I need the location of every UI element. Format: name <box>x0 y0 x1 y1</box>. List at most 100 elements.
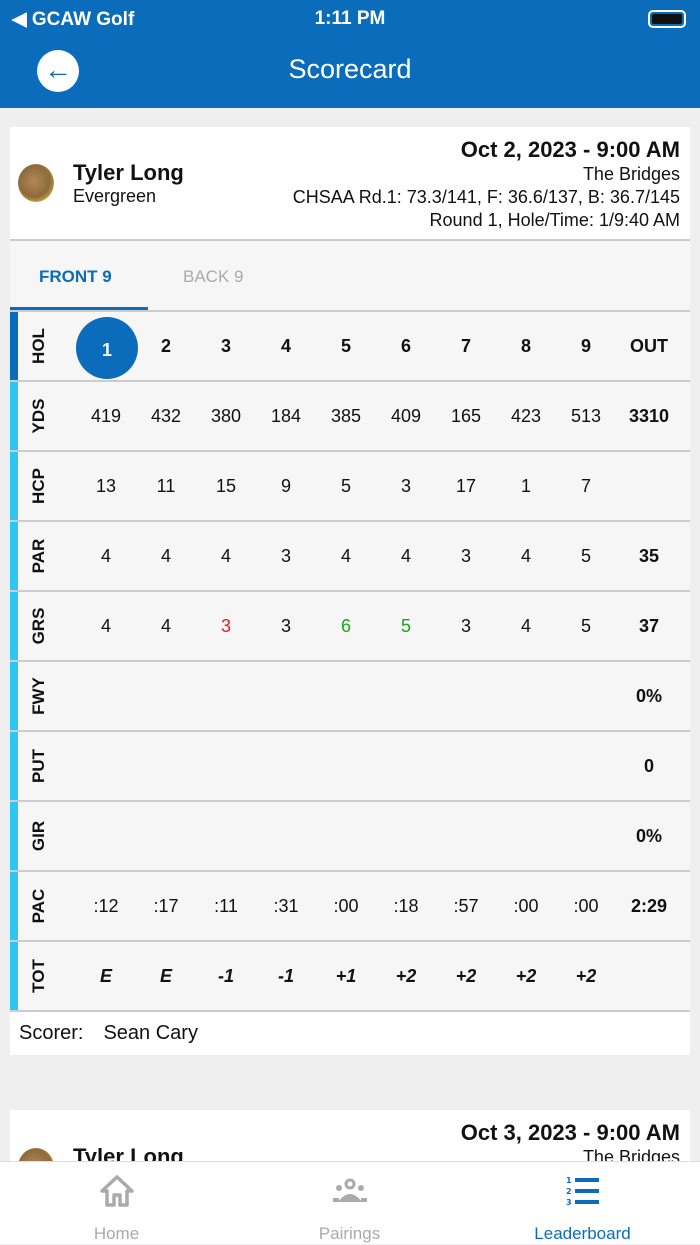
team-name: Evergreen <box>73 186 157 206</box>
hole-7[interactable]: 7 <box>460 336 471 356</box>
row-par: PAR 4 4 4 3 4 4 3 4 5 35 <box>10 522 690 592</box>
home-icon <box>99 1175 134 1207</box>
score-cell: 4 <box>100 616 111 636</box>
score-cell <box>556 802 616 870</box>
selected-hole[interactable]: 1 <box>76 317 138 379</box>
scorer-label: Scorer: <box>19 1022 84 1044</box>
score-cell: 3 <box>460 616 471 636</box>
row-label: PUT <box>10 732 60 800</box>
row-label: YDS <box>10 382 60 450</box>
score-cell <box>316 662 376 730</box>
hole-2[interactable]: 2 <box>160 336 171 356</box>
score-cell: :00 <box>573 896 599 916</box>
score-cell <box>256 732 316 800</box>
back-button[interactable]: ← <box>37 50 79 92</box>
battery-icon <box>648 10 686 28</box>
row-label-text: GIR <box>29 820 48 852</box>
score-cell: -1 <box>217 966 234 986</box>
scorer-row: Scorer: Sean Cary <box>10 1012 690 1055</box>
out-total: 0% <box>635 826 662 846</box>
leaderboard-icon: 1 2 3 <box>566 1176 599 1207</box>
score-cell <box>436 662 496 730</box>
out-total: 0% <box>635 686 662 706</box>
player-name: Tyler Long <box>73 160 184 185</box>
score-cell: E <box>159 966 172 986</box>
row-label: TOT <box>10 942 60 1010</box>
score-cell <box>136 802 196 870</box>
hole-6[interactable]: 6 <box>400 336 411 356</box>
hole-4[interactable]: 4 <box>280 336 291 356</box>
hole-5[interactable]: 5 <box>340 336 351 356</box>
row-label-text: HOL <box>29 328 48 364</box>
score-cell: 184 <box>270 406 302 426</box>
course-name: The Bridges <box>582 164 680 184</box>
score-cell: 4 <box>220 546 231 566</box>
score-cell: 419 <box>90 406 122 426</box>
row-label: GRS <box>10 592 60 660</box>
score-cell <box>556 662 616 730</box>
group-icon <box>332 1178 367 1202</box>
page-title: Scorecard <box>288 54 412 84</box>
app-header: ◀ GCAW Golf 1:11 PM ← Scorecard <box>0 0 700 108</box>
score-cell: :17 <box>153 896 179 916</box>
score-cell: :11 <box>214 896 238 916</box>
score-cell: :12 <box>93 896 119 916</box>
score-cell <box>196 732 256 800</box>
score-cell: 5 <box>580 546 591 566</box>
score-cell: 3 <box>400 476 411 496</box>
score-cell: 7 <box>580 476 591 496</box>
score-cell: 9 <box>280 476 291 496</box>
status-time: 1:11 PM <box>314 8 386 29</box>
score-cell: 13 <box>95 476 117 496</box>
out-total: 35 <box>638 546 660 566</box>
score-cell: +2 <box>395 966 417 986</box>
score-cell: 385 <box>330 406 362 426</box>
score-cell <box>256 802 316 870</box>
score-cell: 432 <box>150 406 182 426</box>
score-cell: 4 <box>160 546 171 566</box>
score-cell: :00 <box>333 896 359 916</box>
score-cell <box>376 732 436 800</box>
row-pac: PAC:12:17:11:31:00:18:57:00:00 2:29 <box>10 872 690 942</box>
out-header: OUT <box>630 336 668 356</box>
row-label-text: HCP <box>29 468 48 504</box>
row-yds: YDS 419 432 380 184 385 409 165 423 513 3310 <box>10 382 690 452</box>
tab-front-9[interactable]: FRONT 9 <box>39 267 112 286</box>
hole-3[interactable]: 3 <box>220 336 231 356</box>
nav-label: Leaderboard <box>534 1224 631 1243</box>
score-cell: 15 <box>215 476 237 496</box>
score-cell <box>496 662 556 730</box>
score-cell: :00 <box>513 896 539 916</box>
out-total: 3310 <box>628 406 670 426</box>
hole-1[interactable]: 1 <box>76 312 138 380</box>
score-cell <box>436 732 496 800</box>
round-hole-time: Round 1, Hole/Time: 1/9:40 AM <box>429 210 680 230</box>
tab-back-9[interactable]: BACK 9 <box>183 267 244 286</box>
score-cell: 4 <box>340 546 351 566</box>
score-cell: :31 <box>273 896 299 916</box>
hole-9[interactable]: 9 <box>580 336 591 356</box>
score-cell <box>496 732 556 800</box>
out-total: 37 <box>638 616 660 636</box>
out-total <box>619 942 679 1010</box>
score-cell: +2 <box>455 966 477 986</box>
score-cell: +2 <box>515 966 537 986</box>
score-cell: 4 <box>520 546 531 566</box>
score-cell: 380 <box>210 406 242 426</box>
score-cell: 4 <box>160 616 171 636</box>
nav-pairings[interactable]: Pairings <box>233 1162 466 1245</box>
score-cell <box>196 802 256 870</box>
nav-leaderboard[interactable]: 1 2 3 Leaderboard <box>466 1162 699 1245</box>
score-cell: 4 <box>520 616 531 636</box>
status-bar: ◀ GCAW Golf 1:11 PM <box>0 6 700 32</box>
score-cell: 5 <box>340 476 351 496</box>
row-fwy: FWY 0% <box>10 662 690 732</box>
hole-8[interactable]: 8 <box>520 336 531 356</box>
round-info: Oct 2, 2023 - 9:00 AM The Bridges CHSAA … <box>293 137 680 232</box>
row-hol: HOL 1 2 3 4 5 6 7 8 9 OUT <box>10 312 690 382</box>
score-cell: 6 <box>340 616 351 636</box>
nav-home[interactable]: Home <box>0 1162 233 1245</box>
score-cell: 165 <box>450 406 482 426</box>
avatar <box>18 164 54 202</box>
row-label: FWY <box>10 662 60 730</box>
